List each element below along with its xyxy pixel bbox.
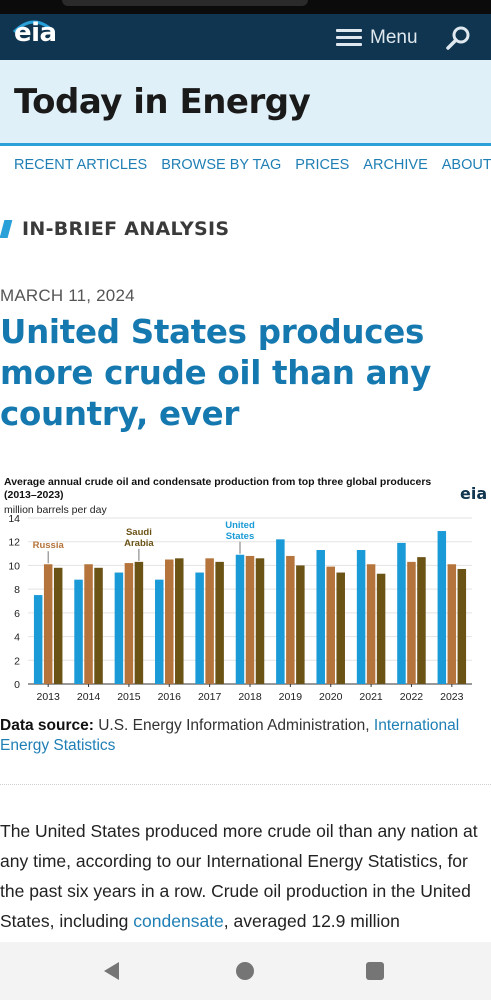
section-tag-label: IN-BRIEF ANALYSIS [22,218,230,240]
eia-logo-text[interactable]: eia [14,18,57,48]
section-banner: Today in Energy [0,60,491,146]
source-link[interactable]: International Energy Statistics [0,717,460,754]
home-icon[interactable] [236,962,254,980]
annotation-saudi-arabia: Saudi Arabia [124,527,154,549]
bar-russia-2016 [165,559,174,684]
section-tag-accent [0,220,13,238]
bar-united-states-2020 [316,550,325,684]
menu-label: Menu [370,27,418,48]
production-chart: Average annual crude oil and condensate … [0,474,491,714]
y-tick-label: 0 [14,679,20,691]
bar-united-states-2014 [74,579,83,684]
x-tick-label: 2013 [37,691,61,703]
y-tick-label: 8 [14,584,20,596]
bar-russia-2015 [124,563,134,684]
bar-russia-2020 [326,566,335,684]
x-tick-label: 2022 [400,691,424,703]
menu-button[interactable]: Menu [336,24,418,52]
data-source: Data source: U.S. Energy Information Adm… [0,716,490,756]
y-tick-label: 2 [14,655,20,667]
x-tick-label: 2015 [117,691,141,703]
nav-recent-articles[interactable]: RECENT ARTICLES [14,157,148,173]
bar-saudi-arabia-2018 [255,558,265,684]
status-bar-notch [62,0,308,6]
nav-prices[interactable]: PRICES [295,157,350,173]
x-tick-label: 2016 [158,691,182,703]
bar-saudi-arabia-2020 [336,572,345,684]
annotation-united-states: United States [225,520,255,542]
source-label: Data source: [0,717,94,734]
bar-united-states-2021 [356,550,366,684]
bar-saudi-arabia-2014 [94,567,103,684]
body-text-1: The United States produced more crude oi… [0,821,478,931]
bar-saudi-arabia-2016 [175,558,184,684]
bar-saudi-arabia-2023 [457,568,467,684]
article-headline: United States produces more crude oil th… [0,313,431,433]
bar-united-states-2019 [276,539,285,684]
chart-eia-logo: eia [460,484,488,503]
bar-russia-2014 [84,564,93,684]
article-date: MARCH 11, 2024 [0,286,135,305]
bar-united-states-2018 [235,554,245,684]
chart-plot: 0 2 4 6 8 10 12 14 2013 2014 2015 2016 2017 2018 2019 2… [8,513,472,703]
x-tick-label: 2014 [77,691,101,703]
y-tick-label: 10 [8,560,20,572]
bar-united-states-2023 [437,531,447,684]
hamburger-icon [336,29,362,47]
y-tick-label: 12 [8,537,20,549]
bar-saudi-arabia-2015 [134,561,144,684]
bar-russia-2021 [366,564,376,684]
bar-united-states-2015 [114,572,124,684]
article-body: The United States produced more crude oi… [0,816,488,936]
x-tick-label: 2017 [198,691,222,703]
bar-united-states-2017 [195,572,204,684]
section-tag: IN-BRIEF ANALYSIS [0,214,229,244]
bar-saudi-arabia-2017 [215,561,224,684]
bar-russia-2013 [43,564,53,684]
bar-united-states-2022 [397,542,406,684]
bar-saudi-arabia-2013 [53,567,63,684]
bar-russia-2023 [447,564,457,684]
x-tick-label: 2020 [319,691,343,703]
bar-saudi-arabia-2022 [417,557,426,684]
recent-apps-icon[interactable] [366,962,384,980]
back-icon[interactable] [104,962,119,980]
bar-united-states-2016 [155,579,164,684]
body-text-2: , averaged 12.9 million [223,911,400,931]
x-tick-label: 2023 [440,691,464,703]
condensate-link[interactable]: condensate [133,911,224,931]
bar-saudi-arabia-2019 [296,565,305,684]
banner-title: Today in Energy [14,82,311,122]
bar-united-states-2013 [33,595,43,684]
chart-title: Average annual crude oil and condensate … [4,476,432,501]
nav-archive[interactable]: ARCHIVE [363,157,428,173]
x-tick-label: 2018 [238,691,262,703]
y-tick-label: 4 [14,632,20,644]
annotation-russia: Russia [33,540,65,551]
nav-about[interactable]: ABOUT [441,157,491,173]
search-icon[interactable] [444,24,472,52]
nav-browse-by-tag[interactable]: BROWSE BY TAG [161,157,282,173]
site-header: eia Menu [0,14,491,60]
system-navigation-bar [0,942,491,1000]
y-tick-label: 6 [14,608,20,620]
bar-russia-2018 [245,555,255,684]
x-tick-label: 2019 [279,691,303,703]
bar-russia-2022 [407,561,416,684]
bar-russia-2019 [286,555,295,684]
source-text: U.S. Energy Information Administration, [98,717,370,734]
bar-saudi-arabia-2021 [376,573,386,684]
eia-logo-icon[interactable] [10,18,58,48]
status-bar [0,0,491,14]
chart-unit-label: million barrels per day [4,504,107,516]
bar-russia-2017 [205,558,214,684]
divider [0,784,491,785]
y-tick-label: 14 [8,513,20,525]
x-tick-label: 2021 [359,691,383,703]
sub-navigation: RECENT ARTICLES BROWSE BY TAG PRICES ARC… [0,150,491,180]
